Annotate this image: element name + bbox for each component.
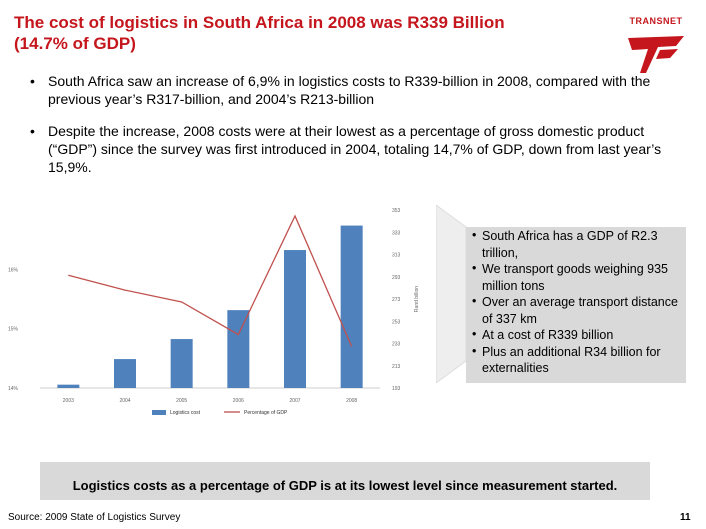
right-axis-tick-label: 273 xyxy=(392,297,401,303)
main-bullets: South Africa saw an increase of 6,9% in … xyxy=(30,72,670,190)
x-axis-tick-label: 2003 xyxy=(63,398,74,404)
left-axis-tick-label: 15% xyxy=(8,327,19,333)
right-axis-tick-label: 213 xyxy=(392,364,401,370)
slide-title: The cost of logistics in South Africa in… xyxy=(14,12,574,54)
x-axis-tick-label: 2005 xyxy=(176,398,187,404)
right-axis-tick-label: 233 xyxy=(392,342,401,348)
right-axis-tick-label: 313 xyxy=(392,253,401,259)
bar-logistics-cost xyxy=(227,310,250,388)
x-axis-tick-label: 2007 xyxy=(289,398,300,404)
right-axis-tick-label: 333 xyxy=(392,230,401,236)
transnet-logo: TRANSNET xyxy=(618,16,694,74)
facts-box: South Africa has a GDP of R2.3 trillion,… xyxy=(470,227,680,377)
right-axis-label: Rand billion xyxy=(414,286,420,312)
fact-item: We transport goods weighing 935 million … xyxy=(470,260,680,294)
x-axis-tick-label: 2008 xyxy=(346,398,357,404)
right-axis-tick-label: 293 xyxy=(392,275,401,281)
fact-item: Plus an additional R34 billion for exter… xyxy=(470,343,680,377)
bar-logistics-cost xyxy=(114,359,136,388)
legend-label: Logistics cost xyxy=(170,410,201,416)
page-number: 11 xyxy=(680,512,691,523)
x-axis-tick-label: 2004 xyxy=(119,398,130,404)
legend-swatch-logistics-cost xyxy=(152,410,166,415)
bar-logistics-cost xyxy=(284,250,306,388)
legend-label: Percentage of GDP xyxy=(244,410,288,416)
logistics-cost-chart: 14% 15% 16% 193 213 233 253 273 293 313 333 353 Rand… xyxy=(8,208,420,416)
x-axis-tick-label: 2006 xyxy=(233,398,244,404)
transnet-emblem-icon xyxy=(628,36,684,73)
right-axis-tick-label: 253 xyxy=(392,319,401,325)
fact-item: At a cost of R339 billion xyxy=(470,326,680,344)
bar-logistics-cost xyxy=(340,225,363,388)
conclusion-banner: Logistics costs as a percentage of GDP i… xyxy=(40,462,650,500)
bar-logistics-cost xyxy=(57,384,80,388)
fact-item: South Africa has a GDP of R2.3 trillion, xyxy=(470,227,680,261)
line-percentage-of-gdp xyxy=(68,214,353,347)
title-line-1: The cost of logistics in South Africa in… xyxy=(14,13,505,32)
right-axis-tick-label: 353 xyxy=(392,208,401,214)
title-line-2: (14.7% of GDP) xyxy=(14,34,136,53)
right-axis-tick-label: 193 xyxy=(392,386,401,392)
logo-text: TRANSNET xyxy=(629,16,683,26)
left-axis-tick-label: 14% xyxy=(8,386,19,392)
bar-logistics-cost xyxy=(170,339,193,388)
bullet-item: Despite the increase, 2008 costs were at… xyxy=(30,122,670,176)
fact-item: Over an average transport distance of 33… xyxy=(470,293,680,327)
source-note: Source: 2009 State of Logistics Survey xyxy=(8,512,181,523)
bullet-item: South Africa saw an increase of 6,9% in … xyxy=(30,72,670,108)
left-axis-tick-label: 16% xyxy=(8,267,19,273)
